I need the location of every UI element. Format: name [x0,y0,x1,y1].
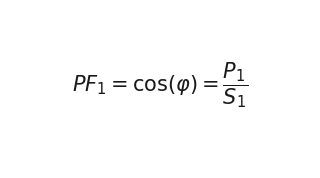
Text: $\mathit{PF}_1 = \cos(\varphi) = \dfrac{P_1}{S_1}$: $\mathit{PF}_1 = \cos(\varphi) = \dfrac{… [72,61,248,110]
